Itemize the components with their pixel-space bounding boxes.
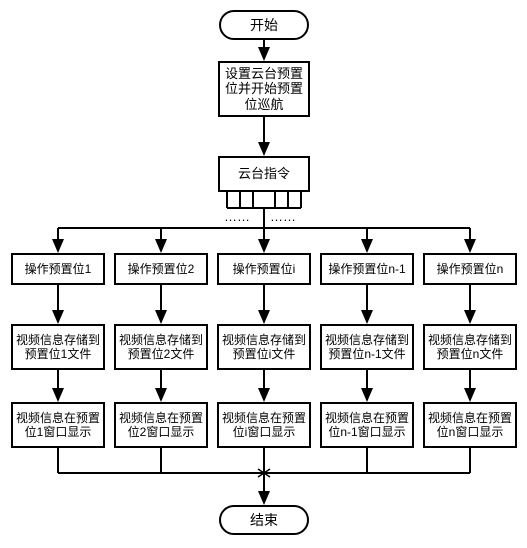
end-node: 结束 xyxy=(219,505,309,535)
show-col-1: 视频信息在预置位2窗口显示 xyxy=(114,402,208,448)
op-col-2: 操作预置位i xyxy=(217,253,311,285)
op-col-3: 操作预置位n-1 xyxy=(320,253,414,285)
op-col-0: 操作预置位1 xyxy=(11,253,105,285)
store-col-3: 视频信息存储到预置位n-1文件 xyxy=(320,324,414,370)
op-col-1: 操作预置位2 xyxy=(114,253,208,285)
store-col-1: 视频信息存储到预置位2文件 xyxy=(114,324,208,370)
store-col-2: 视频信息存储到预置位i文件 xyxy=(217,324,311,370)
start-node: 开始 xyxy=(219,10,309,40)
show-col-2: 视频信息在预置位i窗口显示 xyxy=(217,402,311,448)
ellipsis-right: …… xyxy=(270,209,296,224)
store-col-4: 视频信息存储到预置位n文件 xyxy=(423,324,517,370)
show-col-3: 视频信息在预置位n-1窗口显示 xyxy=(320,402,414,448)
store-col-0: 视频信息存储到预置位1文件 xyxy=(11,324,105,370)
show-col-4: 视频信息在预置位n窗口显示 xyxy=(423,402,517,448)
dispatch-node: 云台指令 xyxy=(218,156,310,192)
show-col-0: 视频信息在预置位1窗口显示 xyxy=(11,402,105,448)
setup-node: 设置云台预置位并开始预置位巡航 xyxy=(218,61,310,117)
ellipsis-left: …… xyxy=(224,209,250,224)
op-col-4: 操作预置位n xyxy=(423,253,517,285)
